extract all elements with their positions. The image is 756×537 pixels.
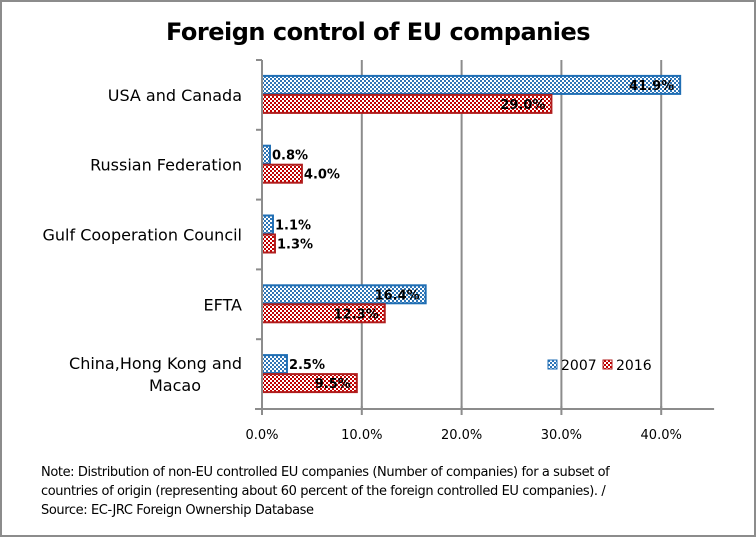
note-line: Note: Distribution of non-EU controlled …: [41, 465, 610, 480]
category-label: EFTA: [203, 295, 242, 314]
gridlines: [360, 60, 663, 409]
legend-swatch-2016: [602, 359, 613, 370]
data-label: 29.0%: [500, 98, 545, 113]
bar-2007: [261, 144, 271, 165]
legend-label-2007: 2007: [561, 358, 597, 374]
x-tick-label: 30.0%: [541, 428, 582, 443]
category-label: USA and Canada: [108, 86, 242, 105]
note-line: countries of origin (representing about …: [41, 484, 606, 499]
data-label: 41.9%: [629, 79, 674, 94]
bar-2007: [261, 74, 682, 95]
data-label: 1.3%: [277, 238, 313, 253]
x-tick-label: 0.0%: [245, 428, 278, 443]
category-label: China,Hong Kong and: [69, 354, 242, 373]
chart-title: Foreign control of EU companies: [165, 18, 591, 46]
category-label: Macao: [149, 376, 201, 395]
data-label: 12.3%: [334, 307, 379, 322]
bar-2016: [261, 233, 276, 254]
data-label: 2.5%: [289, 358, 325, 373]
x-tick-label: 40.0%: [641, 428, 682, 443]
data-label: 9.5%: [315, 377, 351, 392]
category-label: Russian Federation: [90, 156, 242, 175]
bars: [261, 74, 682, 394]
note-line: Source: EC-JRC Foreign Ownership Databas…: [41, 503, 314, 518]
data-label: 1.1%: [275, 219, 311, 234]
bar-2007: [261, 354, 288, 375]
axes: [255, 59, 715, 415]
bar-2016: [261, 163, 303, 184]
legend: 2007 2016: [547, 358, 652, 374]
data-label: 0.8%: [272, 149, 308, 164]
x-tick-label: 10.0%: [341, 428, 382, 443]
chart-note: Note: Distribution of non-EU controlled …: [41, 463, 731, 520]
legend-swatch-2007: [547, 359, 558, 370]
x-tick-label: 20.0%: [441, 428, 482, 443]
labels: 41.9% 29.0% USA and Canada 0.8% 4.0% Russian …: [43, 79, 682, 443]
data-label: 16.4%: [375, 288, 420, 303]
data-label: 4.0%: [304, 168, 340, 183]
legend-label-2016: 2016: [616, 358, 652, 374]
bar-2007: [261, 214, 274, 235]
category-label: Gulf Cooperation Council: [43, 226, 243, 245]
